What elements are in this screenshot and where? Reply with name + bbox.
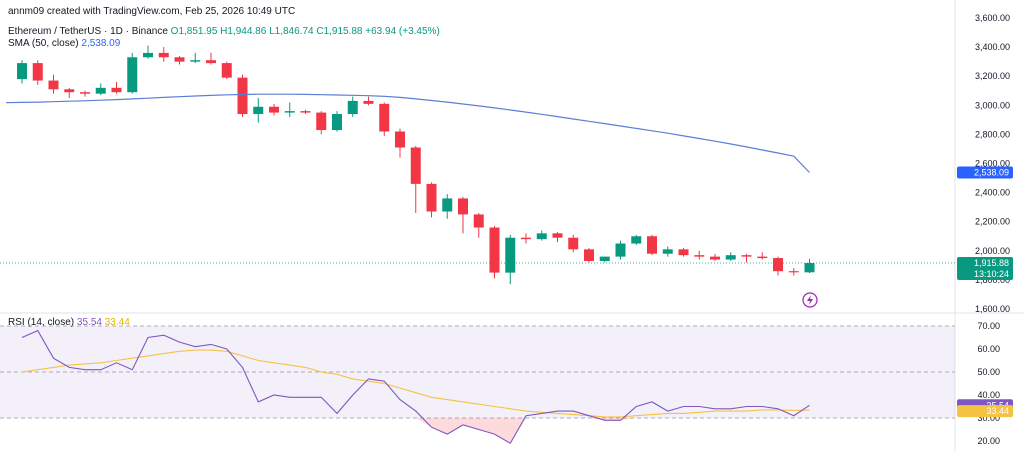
rsi-tick-label: 40.00 — [977, 390, 1000, 400]
candle-body — [237, 77, 248, 115]
candle-body — [190, 60, 201, 62]
last-price-tag-text: 1,915.88 — [974, 258, 1009, 268]
candle-body — [64, 89, 75, 93]
price-tick-label: 3,000.00 — [975, 100, 1010, 110]
candle-body — [757, 256, 768, 259]
candle-body — [17, 63, 27, 80]
candle-body — [410, 147, 421, 184]
rsi-tick-label: 30.00 — [977, 413, 1000, 423]
candle-body — [332, 114, 342, 131]
price-tick-label: 3,200.00 — [975, 71, 1010, 81]
candle-body — [80, 92, 90, 94]
sma-price-tag — [957, 166, 1013, 179]
candle-body — [725, 255, 736, 260]
candle-body — [568, 237, 579, 250]
candle-body — [473, 214, 484, 228]
price-tick-label: 2,800.00 — [975, 129, 1010, 139]
candle-body — [48, 80, 59, 90]
candle-body — [269, 106, 279, 113]
price-tick-label: 2,200.00 — [975, 217, 1010, 227]
rsi-tick-label: 60.00 — [977, 344, 1000, 354]
symbol-title: Ethereum / TetherUS · 1D · Binance — [8, 26, 168, 37]
sma-price-tag-text: 2,538.09 — [974, 168, 1009, 178]
candle-body — [599, 256, 610, 261]
candle-body — [536, 233, 547, 240]
rsi-ma-value: 33.44 — [104, 317, 130, 328]
candle-body — [773, 258, 783, 272]
sma-value: 2,538.09 — [81, 38, 121, 49]
rsi-tick-label: 50.00 — [977, 367, 1000, 377]
candle-body — [32, 63, 43, 81]
candle-body — [395, 131, 405, 148]
sma-label: SMA (50, close) — [8, 38, 79, 49]
candle-body — [300, 111, 311, 113]
price-tick-label: 2,600.00 — [975, 159, 1010, 169]
rsi-ma-value-tag-text: 33.44 — [986, 406, 1009, 416]
candle-body — [552, 233, 563, 238]
candle-body — [111, 87, 122, 93]
candle-body — [143, 52, 153, 58]
candle-body — [647, 236, 657, 254]
candle-body — [521, 237, 531, 240]
symbol-legend[interactable]: Ethereum / TetherUS · 1D · Binance O1,85… — [8, 26, 440, 37]
candle-body — [363, 100, 374, 104]
candle-body — [253, 106, 264, 115]
candle-body — [631, 236, 642, 244]
candle-body — [458, 198, 468, 215]
price-tick-label: 1,600.00 — [975, 304, 1010, 314]
candle-body — [615, 243, 626, 257]
candle-body — [158, 52, 169, 58]
last-price-tag-text: 13:10:24 — [974, 269, 1009, 279]
rsi-oversold-fill — [415, 418, 637, 444]
watermark: annm09 created with TradingView.com, Feb… — [8, 6, 296, 17]
candle-body — [694, 255, 705, 257]
candle-body — [221, 63, 232, 78]
candle-body — [788, 271, 799, 273]
rsi-value: 35.54 — [76, 317, 102, 328]
price-tick-label: 2,000.00 — [975, 246, 1010, 256]
candle-body — [284, 111, 295, 113]
candle-body — [316, 112, 327, 131]
candle-body — [174, 57, 185, 62]
candle-body — [206, 60, 216, 64]
price-tick-label: 2,400.00 — [975, 188, 1010, 198]
lightning-icon[interactable] — [802, 292, 818, 308]
candle-body — [662, 249, 673, 254]
rsi-legend[interactable]: RSI (14, close) 35.54 33.44 — [8, 317, 130, 328]
candle-body — [442, 198, 453, 212]
candle-body — [347, 100, 358, 115]
candle-body — [127, 57, 138, 93]
candle-body — [804, 263, 815, 273]
candle-body — [505, 237, 516, 273]
candle-body — [678, 249, 689, 256]
candle-body — [95, 87, 106, 94]
rsi-label: RSI (14, close) — [8, 317, 75, 328]
candle-body — [741, 255, 752, 257]
candle-body — [426, 183, 437, 212]
candle-body — [584, 249, 594, 261]
price-tick-label: 3,600.00 — [975, 13, 1010, 23]
rsi-tick-label: 70.00 — [977, 321, 1000, 331]
rsi-ma-line — [21, 349, 810, 418]
sma-legend[interactable]: SMA (50, close) 2,538.09 — [8, 38, 120, 49]
last-price-tag — [957, 257, 1013, 281]
price-tick-label: 3,400.00 — [975, 42, 1010, 52]
ohlc-values: O1,851.95 H1,944.86 L1,846.74 C1,915.88 … — [170, 26, 440, 37]
candle-body — [710, 256, 720, 260]
candle-body — [489, 227, 500, 273]
sma-line — [5, 93, 810, 173]
candle-body — [379, 103, 390, 132]
rsi-line — [21, 329, 810, 445]
rsi-ma-value-tag — [957, 405, 1013, 418]
rsi-tick-label: 20.00 — [977, 436, 1000, 446]
